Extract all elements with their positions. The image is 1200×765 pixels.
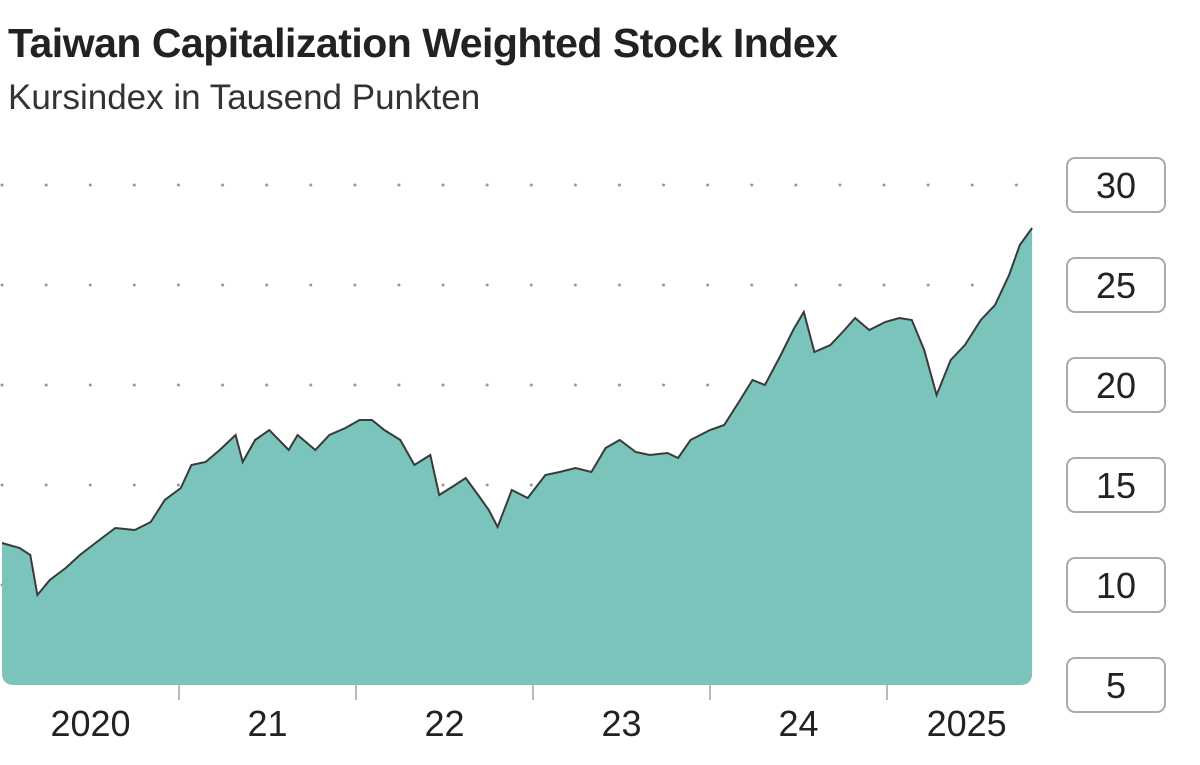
- x-tick-label: 24: [778, 703, 818, 744]
- chart-subtitle: Kursindex in Tausend Punkten: [8, 78, 481, 117]
- y-tick-box: [1066, 657, 1166, 713]
- y-tick-label: 10: [1096, 565, 1136, 606]
- y-axis: 5 10 15 20 25 30: [1066, 157, 1166, 713]
- y-tick-label: 15: [1096, 465, 1136, 506]
- y-tick-label: 5: [1106, 665, 1126, 706]
- x-tick-label: 2020: [50, 703, 130, 744]
- x-axis: 2020 21 22 23 24 2025: [50, 685, 1007, 744]
- y-tick-box: [1066, 557, 1166, 613]
- x-tick-label: 21: [247, 703, 287, 744]
- x-tick-label: 2025: [927, 703, 1007, 744]
- index-area: [2, 228, 1033, 685]
- y-tick-label: 25: [1096, 265, 1136, 306]
- y-tick-box: [1066, 357, 1166, 413]
- y-tick-label: 30: [1096, 165, 1136, 206]
- x-tick-label: 23: [601, 703, 641, 744]
- index-line: [1, 227, 1033, 598]
- y-tick-box: [1066, 257, 1166, 313]
- x-tick-label: 22: [424, 703, 464, 744]
- chart-title: Taiwan Capitalization Weighted Stock Ind…: [8, 20, 838, 66]
- y-tick-box: [1066, 157, 1166, 213]
- y-tick-box: [1066, 457, 1166, 513]
- y-tick-label: 20: [1096, 365, 1136, 406]
